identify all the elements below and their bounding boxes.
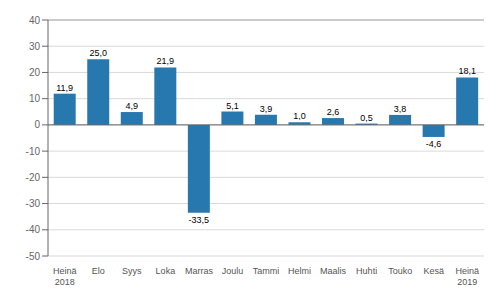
- svg-text:Tammi: Tammi: [253, 266, 280, 276]
- svg-text:25,0: 25,0: [89, 48, 107, 58]
- svg-text:Maalis: Maalis: [320, 266, 347, 276]
- svg-text:3,8: 3,8: [394, 104, 407, 114]
- svg-text:Helmi: Helmi: [288, 266, 311, 276]
- svg-text:10: 10: [29, 93, 41, 104]
- svg-text:-33,5: -33,5: [189, 215, 210, 225]
- svg-text:3,9: 3,9: [260, 104, 273, 114]
- svg-text:Syys: Syys: [122, 266, 142, 276]
- svg-text:-50: -50: [26, 251, 41, 262]
- svg-text:-4,6: -4,6: [426, 139, 442, 149]
- svg-text:2,6: 2,6: [327, 107, 340, 117]
- svg-text:Heinä2019: Heinä2019: [455, 266, 479, 287]
- svg-text:Elo: Elo: [92, 266, 105, 276]
- svg-text:-40: -40: [26, 224, 41, 235]
- svg-text:Touko: Touko: [388, 266, 412, 276]
- svg-text:18,1: 18,1: [458, 66, 476, 76]
- svg-text:-10: -10: [26, 146, 41, 157]
- svg-text:11,9: 11,9: [56, 83, 73, 93]
- svg-text:Heinä2018: Heinä2018: [53, 266, 77, 287]
- svg-text:0: 0: [34, 119, 40, 130]
- svg-text:Joulu: Joulu: [222, 266, 244, 276]
- svg-text:Kesä: Kesä: [423, 266, 444, 276]
- svg-text:Marras: Marras: [185, 266, 214, 276]
- svg-text:-30: -30: [26, 198, 41, 209]
- svg-text:-20: -20: [26, 172, 41, 183]
- svg-text:Loka: Loka: [156, 266, 176, 276]
- svg-text:4,9: 4,9: [126, 101, 139, 111]
- svg-text:30: 30: [29, 41, 41, 52]
- svg-text:0,5: 0,5: [360, 113, 373, 123]
- svg-text:Huhti: Huhti: [356, 266, 377, 276]
- svg-text:40: 40: [29, 15, 41, 26]
- svg-text:1,0: 1,0: [293, 111, 306, 121]
- svg-text:20: 20: [29, 67, 41, 78]
- svg-text:5,1: 5,1: [226, 101, 239, 111]
- svg-text:21,9: 21,9: [157, 56, 175, 66]
